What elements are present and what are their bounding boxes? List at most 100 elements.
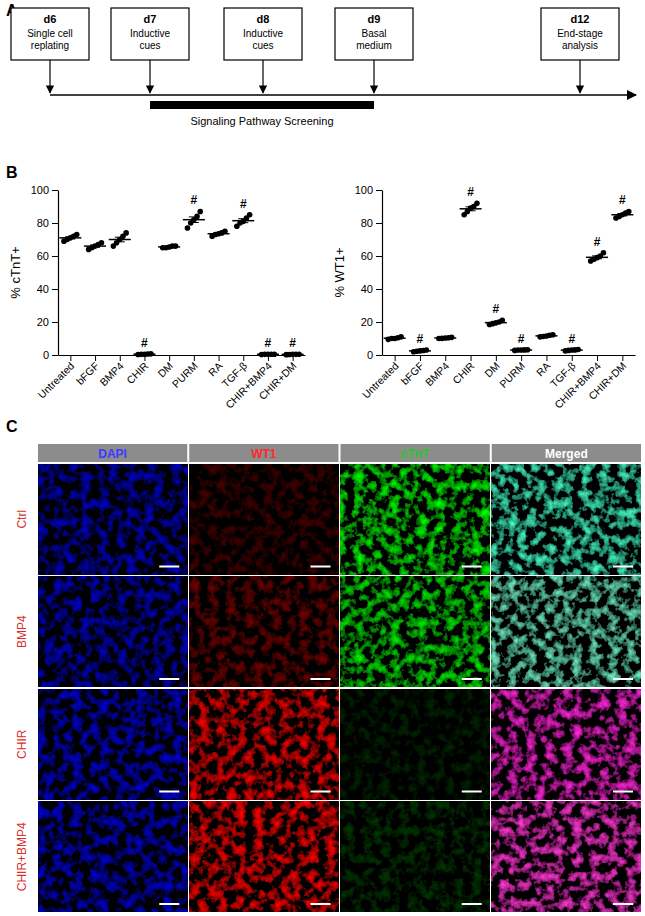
y-tick-mark: [376, 355, 382, 356]
significance-mark: #: [191, 193, 198, 207]
mean-line: [535, 335, 557, 337]
y-axis-title: % WT1+: [332, 247, 347, 297]
event-box: [335, 8, 413, 60]
error-cap: [65, 236, 75, 237]
event-label: analysis: [562, 40, 598, 51]
y-tick-label: 40: [37, 283, 49, 295]
x-tick-label: CHIR: [450, 359, 477, 386]
mean-line: [485, 322, 507, 324]
y-tick: 40: [361, 283, 382, 295]
error-cap: [139, 354, 149, 355]
error-bar: [288, 354, 298, 355]
error-cap: [189, 222, 199, 223]
x-tick-mark: [70, 355, 71, 361]
error-cap: [115, 237, 125, 238]
micrograph-bg: [189, 802, 338, 913]
micrograph-bg: [189, 689, 338, 800]
error-bar: [214, 233, 224, 235]
error-cap: [238, 218, 248, 219]
event-label: Single cell: [27, 28, 73, 39]
x-tick-mark: [546, 355, 547, 361]
event-box: [111, 8, 189, 60]
column-header: WT1: [251, 447, 277, 461]
error-cap: [214, 232, 224, 233]
scale-bar: [311, 678, 331, 680]
panel-label: C: [6, 418, 18, 435]
x-tick: BMP4: [97, 355, 126, 388]
x-tick: CHIR: [124, 355, 151, 386]
x-tick-mark: [496, 355, 497, 361]
error-cap: [516, 349, 526, 350]
data-point: [424, 347, 430, 353]
event-box: [11, 8, 89, 60]
error-bar: [466, 207, 476, 211]
x-tick-mark: [243, 355, 244, 361]
data-point: [247, 212, 253, 218]
event-day: d12: [571, 13, 590, 25]
x-tick: Untreated: [35, 355, 76, 401]
chart: 020406080100 % cTnT+ UntreatedbFGFBMP4CHIR…: [8, 184, 306, 411]
y-tick-mark: [376, 322, 382, 323]
error-cap: [617, 215, 627, 216]
error-cap: [541, 336, 551, 337]
micrograph: [492, 577, 641, 688]
micrograph: [341, 464, 490, 575]
x-tick-label: PURM: [170, 359, 200, 389]
y-axis: 020406080100: [355, 184, 383, 361]
x-tick-label: RA: [534, 359, 553, 378]
error-bar: [415, 350, 425, 352]
error-cap: [390, 338, 400, 339]
micrograph: [492, 689, 641, 800]
error-bar: [65, 237, 75, 239]
y-tick: 80: [361, 217, 382, 229]
mean-line: [434, 337, 456, 339]
y-tick-label: 60: [361, 250, 373, 262]
micrograph: [38, 464, 187, 575]
event-pointer: [579, 60, 580, 93]
micrograph: [189, 802, 338, 913]
micrograph-bg: [492, 577, 641, 688]
y-tick-mark: [376, 190, 382, 191]
micrograph-bg: [341, 802, 490, 913]
micrograph-bg: [38, 689, 187, 800]
x-tick-mark: [597, 355, 598, 361]
error-stem: [243, 219, 244, 223]
micrograph: [189, 464, 338, 575]
y-axis: 020406080100: [31, 184, 59, 361]
micrograph-bg: [38, 464, 187, 575]
significance-mark: #: [493, 302, 500, 316]
x-tick: DM: [482, 355, 502, 380]
error-cap: [440, 338, 450, 339]
event-pointer: [149, 60, 150, 93]
error-cap: [115, 241, 125, 242]
error-bar: [390, 337, 400, 339]
y-axis-title: % cTnT+: [8, 246, 23, 298]
error-cap: [214, 234, 224, 235]
micrograph-bg: [38, 802, 187, 913]
x-tick-mark: [420, 355, 421, 361]
micrograph-bg: [189, 464, 338, 575]
event-pointer: [49, 60, 50, 93]
y-tick: 40: [37, 283, 58, 295]
mean-line: [611, 214, 633, 216]
y-axis-line: [382, 191, 383, 356]
chart: 020406080100% WT1+UntreatedbFGFBMP4CHIRD…: [332, 184, 636, 411]
mean-line: [384, 337, 406, 339]
significance-mark: #: [417, 332, 424, 346]
scale-bar: [159, 903, 179, 905]
column-header: DAPI: [98, 447, 127, 461]
data-point: [185, 225, 191, 231]
scale-bar: [311, 791, 331, 793]
mean-line: [257, 354, 279, 356]
error-cap: [516, 350, 526, 351]
error-stem: [193, 217, 194, 223]
scale-bar: [311, 903, 331, 905]
micrograph: [341, 802, 490, 913]
error-cap: [440, 337, 450, 338]
y-tick-mark: [52, 355, 58, 356]
error-bar: [567, 349, 577, 350]
scale-bar: [462, 903, 482, 905]
scale-bar: [159, 566, 179, 568]
row-label: CHIR: [15, 729, 29, 759]
x-tick-label: bFGF: [74, 359, 101, 386]
